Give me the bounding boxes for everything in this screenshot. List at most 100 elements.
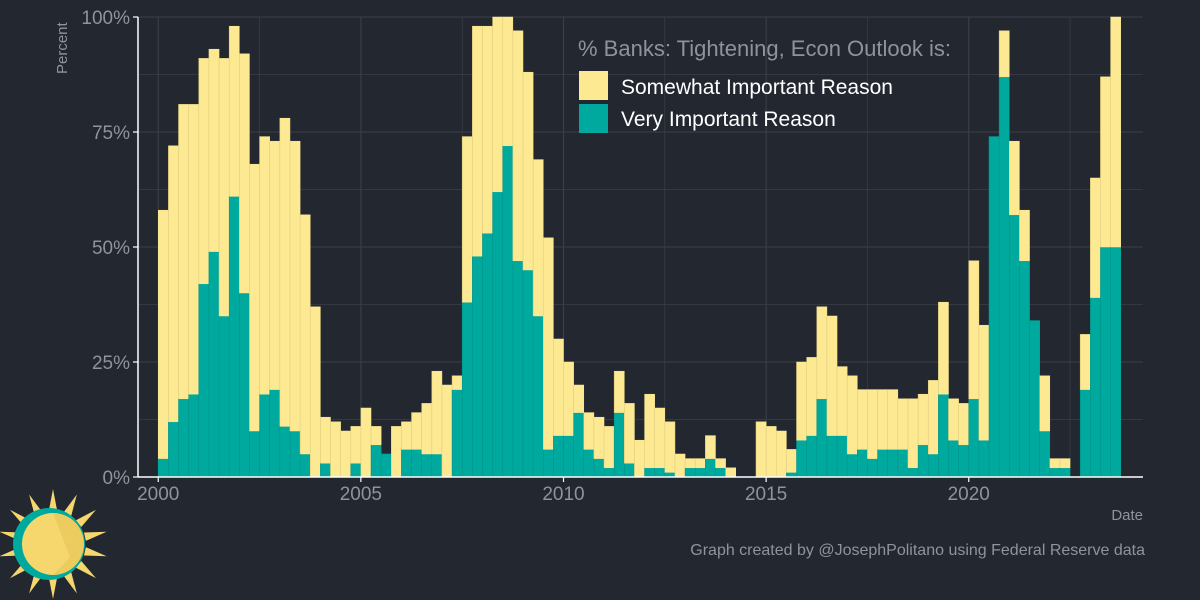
bar-somewhat-important <box>593 416 605 459</box>
bar-very-important <box>1110 246 1121 478</box>
bar-very-important <box>208 251 220 478</box>
credit-text: Graph created by @JosephPolitano using F… <box>690 542 1145 559</box>
sun-shade <box>53 513 84 575</box>
bar-very-important <box>259 393 270 478</box>
bar-very-important <box>249 430 260 478</box>
bar-very-important <box>380 453 392 478</box>
bar-very-important <box>482 232 493 478</box>
y-tick-label: 100% <box>81 8 130 29</box>
x-tick-label: 2015 <box>745 484 787 505</box>
bar-somewhat-important <box>1009 140 1020 216</box>
bar-very-important <box>846 453 858 478</box>
bar-very-important <box>958 444 969 478</box>
bar-somewhat-important <box>350 426 362 464</box>
bar-very-important <box>178 398 189 478</box>
bar-somewhat-important <box>441 384 453 478</box>
sun-ray <box>48 576 58 599</box>
bar-very-important <box>1059 467 1071 478</box>
bar-very-important <box>279 426 291 478</box>
sun-ray <box>48 489 58 512</box>
bar-somewhat-important <box>1059 458 1071 469</box>
bar-somewhat-important <box>867 389 878 459</box>
bar-very-important <box>472 255 483 478</box>
bar-very-important <box>239 292 250 478</box>
bar-somewhat-important <box>816 306 828 400</box>
bar-very-important <box>624 462 635 478</box>
bar-somewhat-important <box>694 458 706 469</box>
bar-very-important <box>421 453 433 478</box>
bar-somewhat-important <box>765 426 777 478</box>
bar-very-important <box>705 458 716 478</box>
bar-somewhat-important <box>239 53 250 294</box>
bar-very-important <box>1079 389 1091 478</box>
bar-very-important <box>593 458 605 478</box>
bar-somewhat-important <box>613 370 625 413</box>
bar-very-important <box>401 449 412 478</box>
bar-very-important <box>836 435 848 478</box>
bar-somewhat-important <box>411 412 422 450</box>
x-tick-label: 2000 <box>137 484 179 505</box>
bar-somewhat-important <box>684 458 696 469</box>
bar-very-important <box>299 453 311 478</box>
bar-somewhat-important <box>158 209 169 459</box>
bar-very-important <box>826 435 838 478</box>
y-axis-title: Percent <box>54 21 71 74</box>
bar-somewhat-important <box>482 25 493 234</box>
bar-somewhat-important <box>715 458 726 469</box>
bar-somewhat-important <box>674 453 686 478</box>
bar-very-important <box>907 467 919 478</box>
bar-somewhat-important <box>259 136 270 395</box>
bar-somewhat-important <box>309 306 321 478</box>
bar-somewhat-important <box>228 25 240 197</box>
x-tick-label: 2020 <box>948 484 990 505</box>
bar-very-important <box>461 301 473 478</box>
bar-somewhat-important <box>897 398 909 450</box>
bar-very-important <box>948 439 959 478</box>
bar-somewhat-important <box>603 426 615 469</box>
bar-very-important <box>522 269 534 478</box>
bar-somewhat-important <box>776 430 787 478</box>
bar-somewhat-important <box>269 140 281 390</box>
bar-somewhat-important <box>725 467 736 478</box>
bar-somewhat-important <box>542 237 554 450</box>
bar-somewhat-important <box>472 25 483 257</box>
bar-somewhat-important <box>299 214 311 455</box>
x-axis-title: Date <box>1111 507 1143 524</box>
y-tick-label: 0% <box>103 468 131 489</box>
bar-very-important <box>492 191 503 478</box>
bar-very-important <box>715 467 726 478</box>
bar-very-important <box>370 444 382 478</box>
bar-somewhat-important <box>451 375 463 390</box>
bar-somewhat-important <box>431 370 443 455</box>
bar-somewhat-important <box>1079 334 1091 390</box>
bar-somewhat-important <box>624 403 635 464</box>
bar-somewhat-important <box>360 407 372 478</box>
bar-somewhat-important <box>553 338 564 436</box>
bar-somewhat-important <box>461 136 473 303</box>
bar-very-important <box>502 145 514 478</box>
bar-very-important <box>613 412 625 478</box>
sun-ray <box>63 571 77 594</box>
bar-very-important <box>553 435 564 478</box>
bar-very-important <box>350 462 362 478</box>
bar-very-important <box>188 393 200 478</box>
y-tick-label: 25% <box>92 353 130 374</box>
bar-somewhat-important <box>1090 177 1101 298</box>
sun-ray <box>75 561 97 579</box>
bar-somewhat-important <box>978 324 990 441</box>
bar-very-important <box>168 421 179 478</box>
bar-somewhat-important <box>948 398 959 441</box>
bar-very-important <box>451 389 463 478</box>
bar-somewhat-important <box>1100 76 1111 248</box>
bar-somewhat-important <box>826 315 838 436</box>
bar-somewhat-important <box>705 435 716 459</box>
bar-somewhat-important <box>796 361 807 441</box>
bar-very-important <box>816 398 828 478</box>
legend-swatch-very <box>579 104 608 133</box>
bar-somewhat-important <box>1110 16 1121 248</box>
bar-very-important <box>228 196 240 478</box>
bar-very-important <box>583 449 595 478</box>
bar-very-important <box>1009 214 1020 478</box>
bar-somewhat-important <box>958 403 969 446</box>
